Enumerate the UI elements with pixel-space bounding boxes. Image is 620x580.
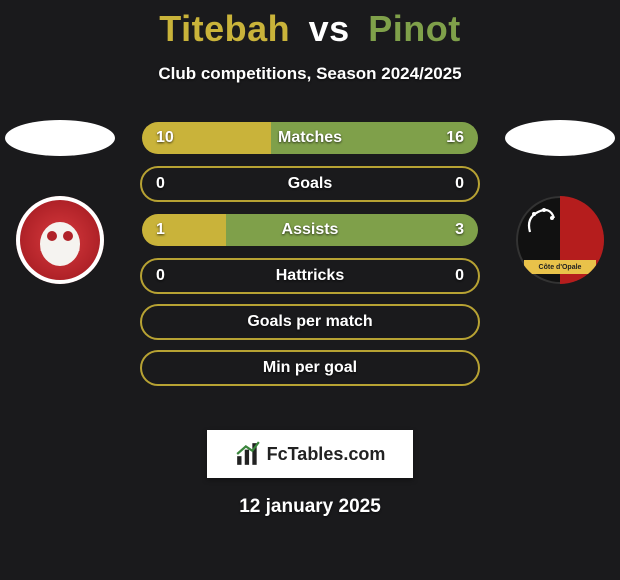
stat-row: 10 16 Matches [140, 120, 480, 156]
date-label: 12 january 2025 [0, 496, 620, 518]
stat-label: Goals [288, 175, 332, 193]
fill-right [226, 214, 478, 246]
stat-label: Matches [278, 129, 342, 147]
player2-avatar-placeholder [505, 120, 615, 156]
stat-value-left: 1 [156, 221, 165, 239]
stat-value-right: 0 [455, 267, 464, 285]
vs-label: vs [309, 8, 350, 49]
stat-label: Goals per match [247, 313, 372, 331]
stat-label: Assists [282, 221, 339, 239]
source-label: FcTables.com [267, 444, 386, 465]
stat-row: 0 0 Goals [140, 166, 480, 202]
source-badge[interactable]: FcTables.com [207, 430, 413, 478]
owl-icon [30, 210, 90, 270]
comparison-title: Titebah vs Pinot [0, 0, 620, 50]
stat-value-left: 10 [156, 129, 174, 147]
player2-column: Côte d'Opale [500, 120, 620, 284]
stat-value-left: 0 [156, 267, 165, 285]
fill-left [142, 214, 226, 246]
badge-label: Côte d'Opale [524, 260, 596, 274]
stat-value-right: 16 [446, 129, 464, 147]
stat-row: Min per goal [140, 350, 480, 386]
stat-row: 1 3 Assists [140, 212, 480, 248]
player1-column [0, 120, 120, 284]
player1-club-badge [16, 196, 104, 284]
stat-bars: 10 16 Matches 0 0 Goals 1 3 Assists 0 0 Hattricks Go… [140, 120, 480, 396]
player2-club-badge: Côte d'Opale [516, 196, 604, 284]
stat-label: Hattricks [276, 267, 344, 285]
swirl-icon [524, 204, 560, 240]
chart-icon [235, 441, 261, 467]
subtitle: Club competitions, Season 2024/2025 [0, 64, 620, 84]
stat-value-left: 0 [156, 175, 165, 193]
stat-row: 0 0 Hattricks [140, 258, 480, 294]
stat-row: Goals per match [140, 304, 480, 340]
player1-name: Titebah [159, 8, 290, 49]
stat-value-right: 3 [455, 221, 464, 239]
player1-avatar-placeholder [5, 120, 115, 156]
player2-name: Pinot [368, 8, 460, 49]
stat-value-right: 0 [455, 175, 464, 193]
stat-label: Min per goal [263, 359, 357, 377]
content-area: Côte d'Opale 10 16 Matches 0 0 Goals 1 3 Assists… [0, 120, 620, 420]
